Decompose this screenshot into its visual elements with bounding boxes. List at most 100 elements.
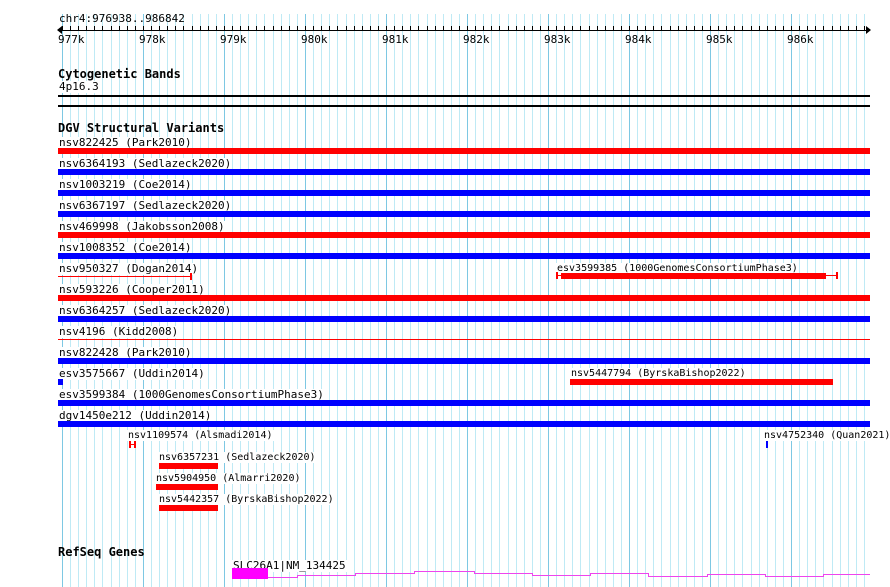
ruler-tick-label: 980k [301,33,328,46]
ruler-tick [726,26,727,31]
ruler-tick [832,26,833,31]
ruler-tick [864,26,865,31]
ruler-tick [799,26,800,31]
ruler-tick [508,26,509,31]
ruler-tick [378,26,379,31]
ruler-tick [694,26,695,31]
ruler-tick [264,26,265,31]
variant-track-label: nsv6364193 (Sedlazeck2020) [58,157,233,170]
variant-bar[interactable] [58,211,870,217]
variant-track-label: nsv822425 (Park2010) [58,136,193,149]
ruler-tick [370,26,371,31]
variant-track-label: nsv6364257 (Sedlazeck2020) [58,304,233,317]
ruler-tick-label: 979k [220,33,247,46]
variant-track-label: nsv1003219 (Coe2014) [58,178,193,191]
ruler-tick-label: 984k [625,33,652,46]
ruler-tick [702,26,703,31]
variant-bar[interactable] [58,358,870,364]
variant-bar[interactable] [58,190,870,196]
gene-intron-step [414,571,415,574]
ruler-tick [86,26,87,31]
ruler-tick [516,26,517,31]
coordinate-ruler[interactable] [0,26,890,36]
variant-bar[interactable] [58,169,870,175]
gene-intron-segment [268,577,297,578]
variant-bar[interactable] [58,316,870,322]
ruler-tick [167,26,168,31]
gene-intron-segment [355,573,414,574]
variant-track-label: nsv1008352 (Coe2014) [58,241,193,254]
ruler-tick [321,26,322,31]
ruler-tick [718,26,719,31]
ruler-tick [661,26,662,31]
ruler-tick [232,26,233,31]
ruler-tick [710,26,711,31]
variant-thin-line[interactable] [58,339,870,340]
gene-intron-step [532,573,533,576]
variant-tick-marker[interactable] [766,441,768,448]
variant-bar[interactable] [58,421,870,427]
variant-track-label: nsv469998 (Jakobsson2008) [58,220,226,233]
variant-point-marker[interactable] [58,379,63,385]
ruler-tick [734,26,735,31]
ruler-tick [491,26,492,31]
ruler-tick [111,26,112,31]
gene-intron-step [823,574,824,577]
ruler-tick [70,26,71,31]
gene-intron-segment [765,576,823,577]
cytoband-line-bottom [58,105,870,107]
variant-bar[interactable] [159,505,218,511]
variant-bar[interactable] [159,463,218,469]
ruler-tick [313,26,314,31]
gene-exon-block[interactable] [232,568,268,579]
ruler-axis [58,30,870,31]
gene-intron-step [297,575,298,578]
variant-track-label: nsv6367197 (Sedlazeck2020) [58,199,233,212]
ruler-tick [394,26,395,31]
ruler-tick [273,26,274,31]
ruler-tick [621,26,622,31]
ruler-tick [564,26,565,31]
variant-bar[interactable] [561,273,826,279]
ruler-tick [410,26,411,31]
gene-intron-step [707,574,708,577]
ruler-tick [62,26,63,31]
ruler-tick [305,26,306,31]
variant-track-label: nsv5904950 (Almarri2020) [155,473,302,484]
variant-thin-line[interactable] [58,276,190,277]
ruler-tick [183,26,184,31]
ruler-tick [451,26,452,31]
variant-bar[interactable] [58,232,870,238]
ruler-tick [742,26,743,31]
ruler-tick [329,26,330,31]
ruler-tick [589,26,590,31]
ruler-tick [143,26,144,31]
ruler-tick [751,26,752,31]
ruler-tick [556,26,557,31]
variant-bar[interactable] [58,253,870,259]
variant-bar[interactable] [570,379,833,385]
variant-bar[interactable] [58,295,870,301]
variant-track-label: nsv1109574 (Alsmadi2014) [127,430,274,441]
ruler-tick [670,26,671,31]
ruler-tick [686,26,687,31]
variant-track-label: nsv950327 (Dogan2014) [58,262,200,275]
ruler-tick [208,26,209,31]
variant-track-label: nsv4196 (Kidd2008) [58,325,180,338]
variant-bar[interactable] [156,484,218,490]
ruler-tick [548,26,549,31]
gene-intron-step [765,574,766,577]
variant-track-label: nsv5447794 (ByrskaBishop2022) [570,368,747,379]
variant-bar[interactable] [58,400,870,406]
ruler-tick [637,26,638,31]
variant-track-label: nsv4752340 (Quan2021) [763,430,890,441]
ruler-tick [840,26,841,31]
variant-track-label: nsv822428 (Park2010) [58,346,193,359]
ruler-tick [848,26,849,31]
variant-bar[interactable] [58,148,870,154]
cytoband-label: 4p16.3 [58,80,100,93]
ruler-tick [135,26,136,31]
variant-bracket-marker[interactable] [129,441,136,448]
ruler-tick [775,26,776,31]
section-title-dgv-structural-variants: DGV Structural Variants [58,121,225,135]
